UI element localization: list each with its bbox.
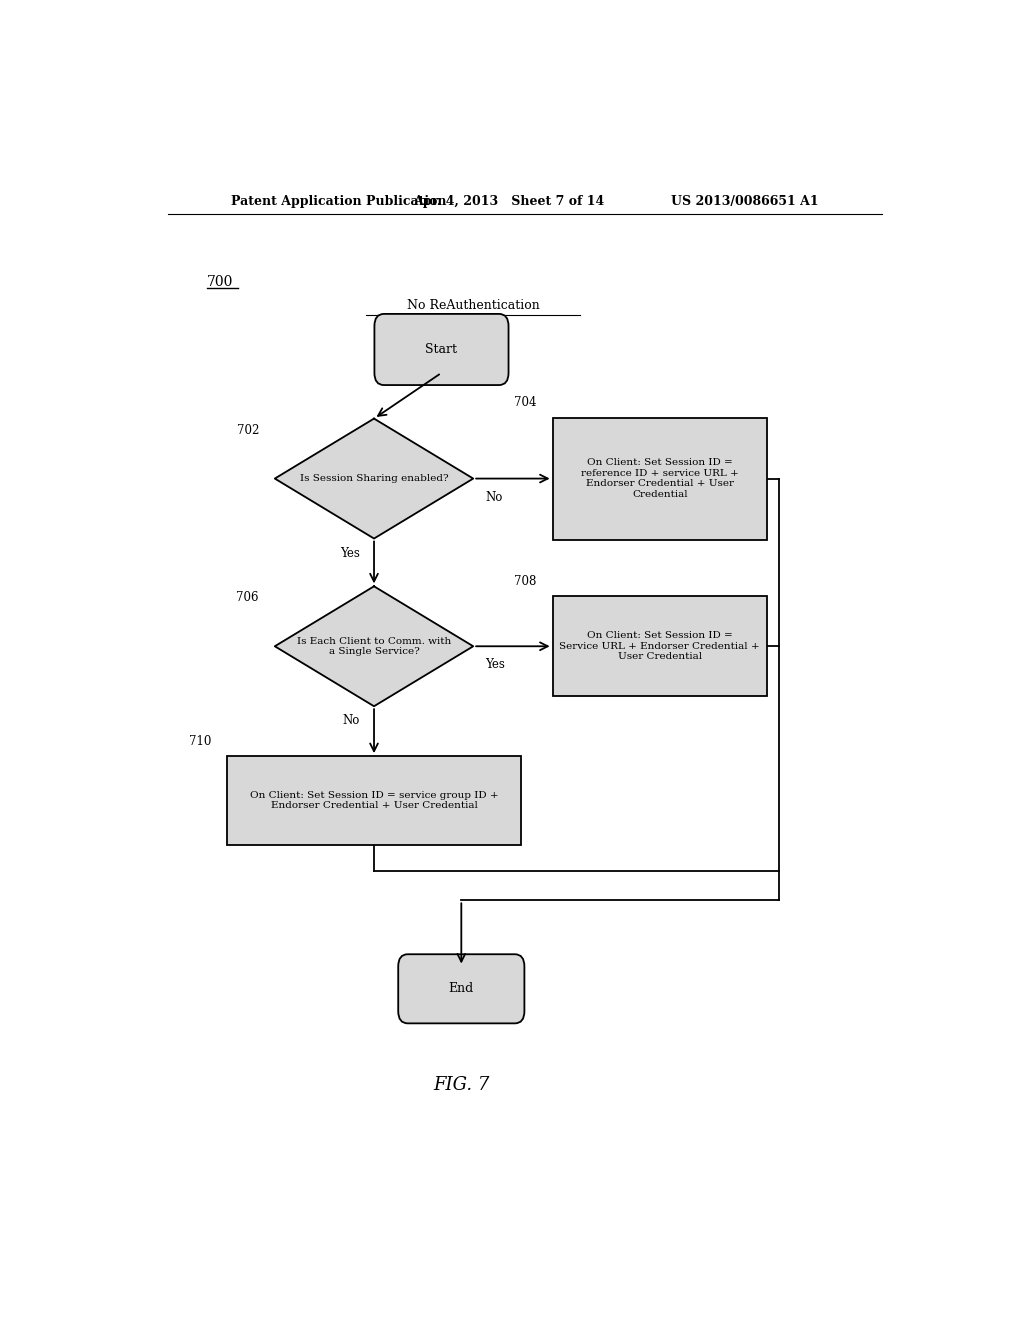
Text: No: No — [342, 714, 359, 727]
Polygon shape — [274, 418, 473, 539]
FancyBboxPatch shape — [375, 314, 509, 385]
FancyBboxPatch shape — [398, 954, 524, 1023]
Text: Is Each Client to Comm. with
a Single Service?: Is Each Client to Comm. with a Single Se… — [297, 636, 452, 656]
Text: Patent Application Publication: Patent Application Publication — [231, 194, 446, 207]
Text: 700: 700 — [207, 276, 233, 289]
Text: 706: 706 — [237, 591, 259, 605]
Text: On Client: Set Session ID =
Service URL + Endorser Credential +
User Credential: On Client: Set Session ID = Service URL … — [559, 631, 760, 661]
FancyBboxPatch shape — [553, 597, 767, 696]
Text: Is Session Sharing enabled?: Is Session Sharing enabled? — [300, 474, 449, 483]
FancyBboxPatch shape — [227, 756, 521, 846]
Text: End: End — [449, 982, 474, 995]
Text: US 2013/0086651 A1: US 2013/0086651 A1 — [671, 194, 818, 207]
Text: 708: 708 — [514, 576, 537, 589]
Text: Yes: Yes — [340, 546, 359, 560]
Text: 704: 704 — [514, 396, 537, 409]
Text: On Client: Set Session ID = service group ID +
Endorser Credential + User Creden: On Client: Set Session ID = service grou… — [250, 791, 499, 810]
Polygon shape — [274, 586, 473, 706]
Text: On Client: Set Session ID =
reference ID + service URL +
Endorser Credential + U: On Client: Set Session ID = reference ID… — [581, 458, 738, 499]
Text: Apr. 4, 2013   Sheet 7 of 14: Apr. 4, 2013 Sheet 7 of 14 — [414, 194, 604, 207]
Text: No: No — [485, 491, 503, 504]
Text: Yes: Yes — [485, 659, 505, 672]
Text: 702: 702 — [237, 424, 259, 437]
Text: FIG. 7: FIG. 7 — [433, 1076, 489, 1094]
Text: No ReAuthentication: No ReAuthentication — [407, 300, 540, 313]
Text: Start: Start — [426, 343, 458, 356]
Text: 710: 710 — [189, 735, 211, 748]
FancyBboxPatch shape — [553, 417, 767, 540]
